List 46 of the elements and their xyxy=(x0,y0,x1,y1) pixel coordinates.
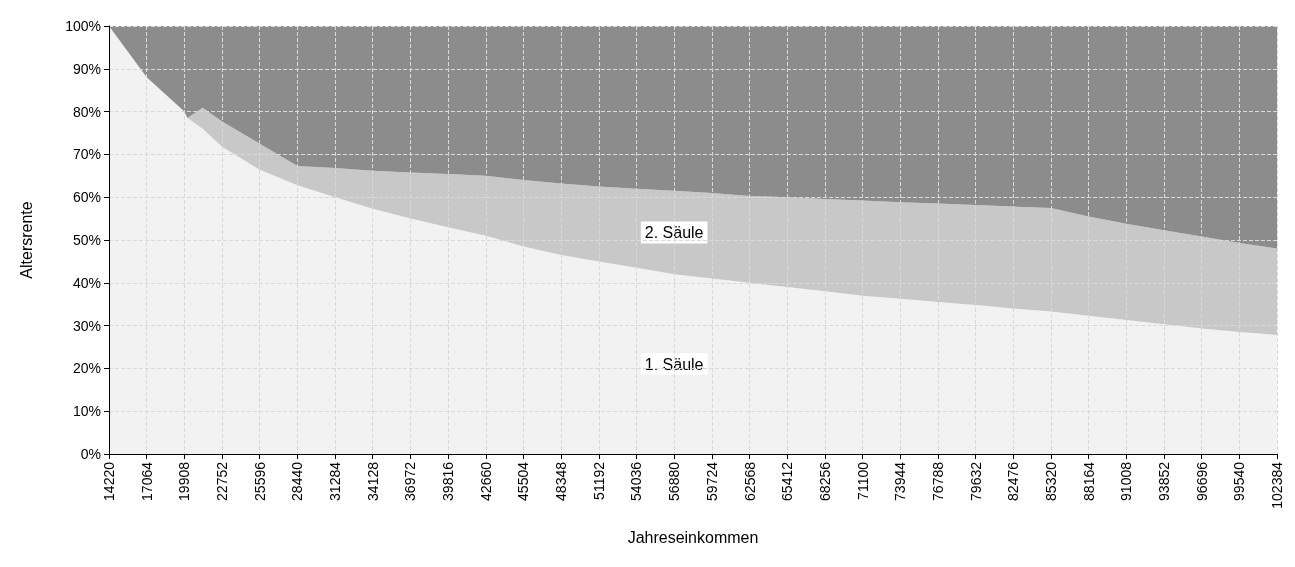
y-tick-label: 50% xyxy=(72,232,101,248)
x-tick-label: 39816 xyxy=(440,461,457,501)
x-tick-label: 45504 xyxy=(515,461,532,501)
y-tick-label: 70% xyxy=(72,146,101,163)
y-tick-label: 10% xyxy=(72,403,101,420)
series-label: 2. Säule xyxy=(644,224,704,242)
y-tick-label: 80% xyxy=(72,103,101,120)
x-tick-label: 76788 xyxy=(929,461,946,501)
y-tick-label: 40% xyxy=(72,274,101,291)
y-tick-label: 0% xyxy=(80,446,101,462)
x-tick-label: 62568 xyxy=(741,461,758,501)
y-tick-label: 60% xyxy=(72,189,101,206)
x-tick-label: 19908 xyxy=(176,461,193,501)
x-tick-label: 51192 xyxy=(590,461,607,500)
x-axis-title: Jahreseinkommen xyxy=(627,528,759,546)
x-tick-label: 93852 xyxy=(1155,461,1172,501)
x-tick-label: 65412 xyxy=(779,461,796,501)
x-tick-label: 82476 xyxy=(1005,461,1022,501)
x-tick-label: 79632 xyxy=(967,461,984,501)
x-tick-label: 25596 xyxy=(251,461,268,501)
x-tick-label: 73944 xyxy=(892,461,909,501)
x-tick-label: 34128 xyxy=(364,461,381,501)
x-tick-label: 85320 xyxy=(1042,461,1059,501)
x-tick-label: 36972 xyxy=(402,461,419,501)
y-axis-title: Altersrente xyxy=(17,201,35,279)
x-tick-label: 71100 xyxy=(854,461,871,500)
x-tick-label: 102384 xyxy=(1269,461,1285,509)
x-tick-label: 31284 xyxy=(327,461,344,501)
x-tick-label: 42660 xyxy=(477,461,494,501)
x-tick-label: 68256 xyxy=(816,461,833,501)
y-tick-label: 30% xyxy=(72,317,101,334)
y-tick-label: 90% xyxy=(72,60,101,77)
x-tick-label: 99540 xyxy=(1231,461,1248,501)
x-tick-label: 54036 xyxy=(628,461,645,501)
x-tick-label: 14220 xyxy=(101,461,117,501)
x-tick-label: 56880 xyxy=(666,461,683,501)
x-tick-label: 48348 xyxy=(553,461,570,501)
x-tick-label: 59724 xyxy=(703,461,720,501)
x-tick-label: 28440 xyxy=(289,461,306,501)
x-tick-label: 22752 xyxy=(214,461,231,501)
x-tick-label: 96696 xyxy=(1193,461,1210,501)
y-tick-label: 100% xyxy=(65,18,101,34)
x-tick-label: 17064 xyxy=(138,461,155,501)
x-tick-label: 88164 xyxy=(1080,461,1097,501)
x-tick-label: 91008 xyxy=(1118,461,1135,501)
y-tick-label: 20% xyxy=(72,360,101,377)
